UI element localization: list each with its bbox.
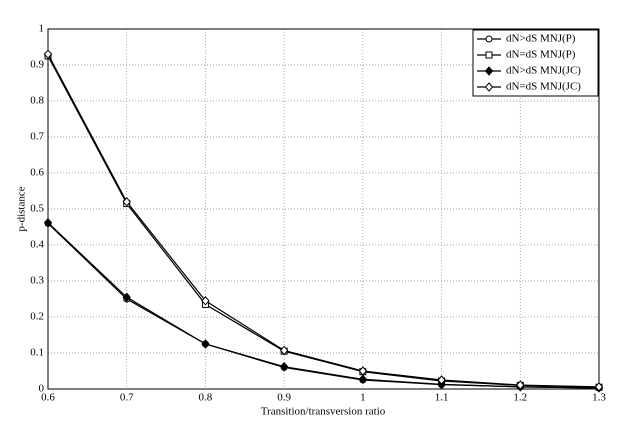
marker [122, 292, 131, 302]
x-tick-label: 1.1 [435, 392, 449, 404]
y-tick-label: 0.4 [30, 239, 44, 251]
y-tick-label: 0.1 [30, 347, 44, 359]
marker [485, 51, 493, 59]
y-tick-label: 0.2 [30, 311, 44, 323]
y-tick-label: 0.6 [30, 167, 44, 179]
x-tick-label: 0.9 [277, 392, 291, 404]
plot-frame [47, 28, 600, 390]
y-tick-label: 0.5 [30, 203, 44, 215]
y-tick-label: 0 [39, 383, 45, 395]
y-tick-label: 1 [39, 23, 45, 35]
marker [516, 380, 525, 390]
marker [201, 339, 210, 349]
legend-box [472, 29, 599, 97]
x-tick-label: 0.7 [120, 392, 134, 404]
marker [43, 217, 53, 228]
x-tick-label: 1 [360, 392, 366, 404]
marker [358, 374, 368, 385]
y-tick-label: 0.7 [30, 131, 44, 143]
marker [279, 361, 289, 372]
legend-label: dN>dS MNJ(JC) [506, 65, 581, 77]
x-tick-label: 0.8 [199, 392, 213, 404]
x-tick-label: 0.6 [41, 392, 55, 404]
legend-label: dN=dS MNJ(JC) [506, 81, 581, 93]
x-axis-label: Transition/transversion ratio [261, 406, 386, 418]
marker [358, 366, 368, 376]
marker [43, 49, 53, 59]
marker [594, 382, 604, 392]
series-line [47, 53, 600, 388]
y-axis-label: p-distance [16, 186, 28, 231]
series-line [47, 222, 600, 389]
marker [122, 197, 131, 207]
series-line [47, 55, 600, 388]
marker [201, 296, 210, 306]
marker [437, 375, 446, 385]
marker [485, 35, 493, 43]
y-tick-label: 0.8 [30, 95, 44, 107]
legend-label: dN=dS MNJ(P) [506, 49, 576, 61]
y-tick-label: 0.9 [30, 59, 44, 71]
marker [484, 66, 494, 76]
marker [279, 345, 289, 356]
series-line [47, 222, 600, 389]
marker [484, 82, 494, 92]
x-tick-label: 1.3 [592, 392, 606, 404]
x-tick-label: 1.2 [513, 392, 527, 404]
legend-label: dN>dS MNJ(P) [506, 33, 576, 45]
y-tick-label: 0.3 [30, 275, 44, 287]
